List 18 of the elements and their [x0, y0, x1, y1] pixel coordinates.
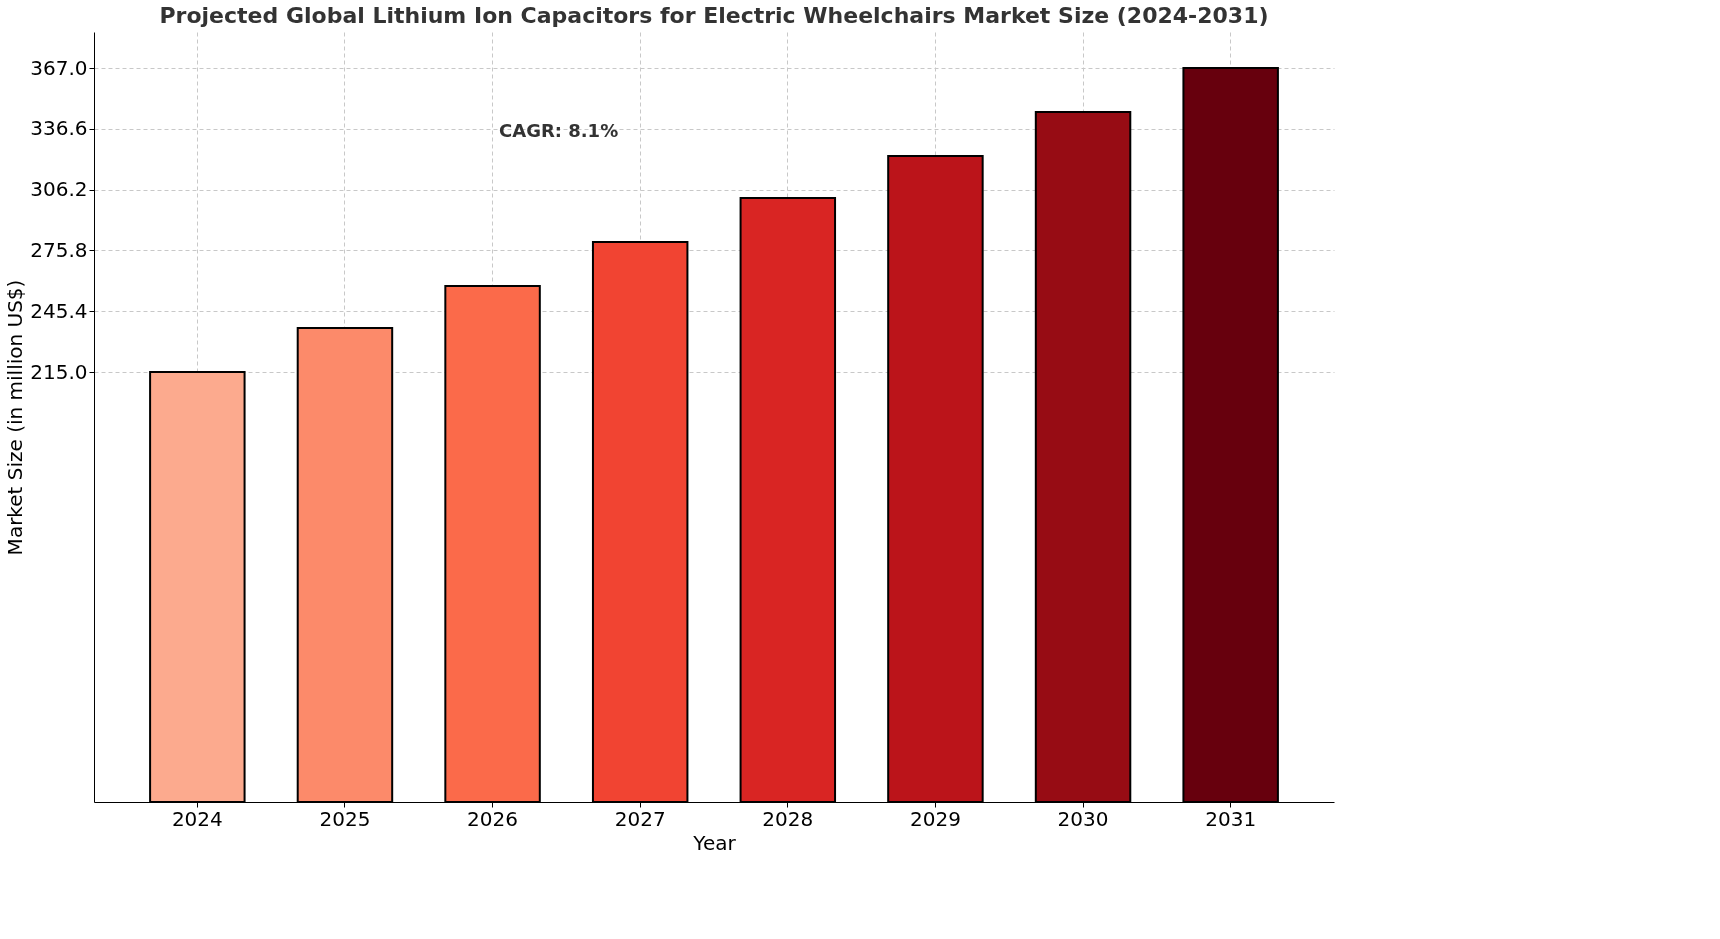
- y-tick-label: 367.0: [30, 55, 88, 80]
- x-tick-label: 2030: [1057, 806, 1109, 831]
- x-axis-title: Year: [692, 830, 737, 855]
- y-tick-label: 245.4: [30, 298, 88, 323]
- chart-title: Projected Global Lithium Ion Capacitors for Electric Wheelchairs Market Size (2024-2031): [159, 3, 1269, 28]
- x-tick-label: 2028: [762, 806, 814, 831]
- y-tick-label: 336.6: [30, 116, 88, 141]
- annotation: CAGR: 8.1%: [499, 120, 619, 141]
- x-tick-label: 2024: [171, 806, 223, 831]
- y-tick-label: 306.2: [30, 177, 88, 202]
- y-axis-title: Market Size (in million US$): [3, 279, 28, 556]
- y-tick-label: 215.0: [30, 359, 88, 384]
- x-tick-label: 2026: [467, 806, 519, 831]
- x-tick-label: 2029: [909, 806, 961, 831]
- x-tick-label: 2031: [1205, 806, 1257, 831]
- x-tick-label: 2025: [319, 806, 371, 831]
- y-tick-label: 275.8: [30, 237, 88, 262]
- x-tick-label: 2027: [614, 806, 666, 831]
